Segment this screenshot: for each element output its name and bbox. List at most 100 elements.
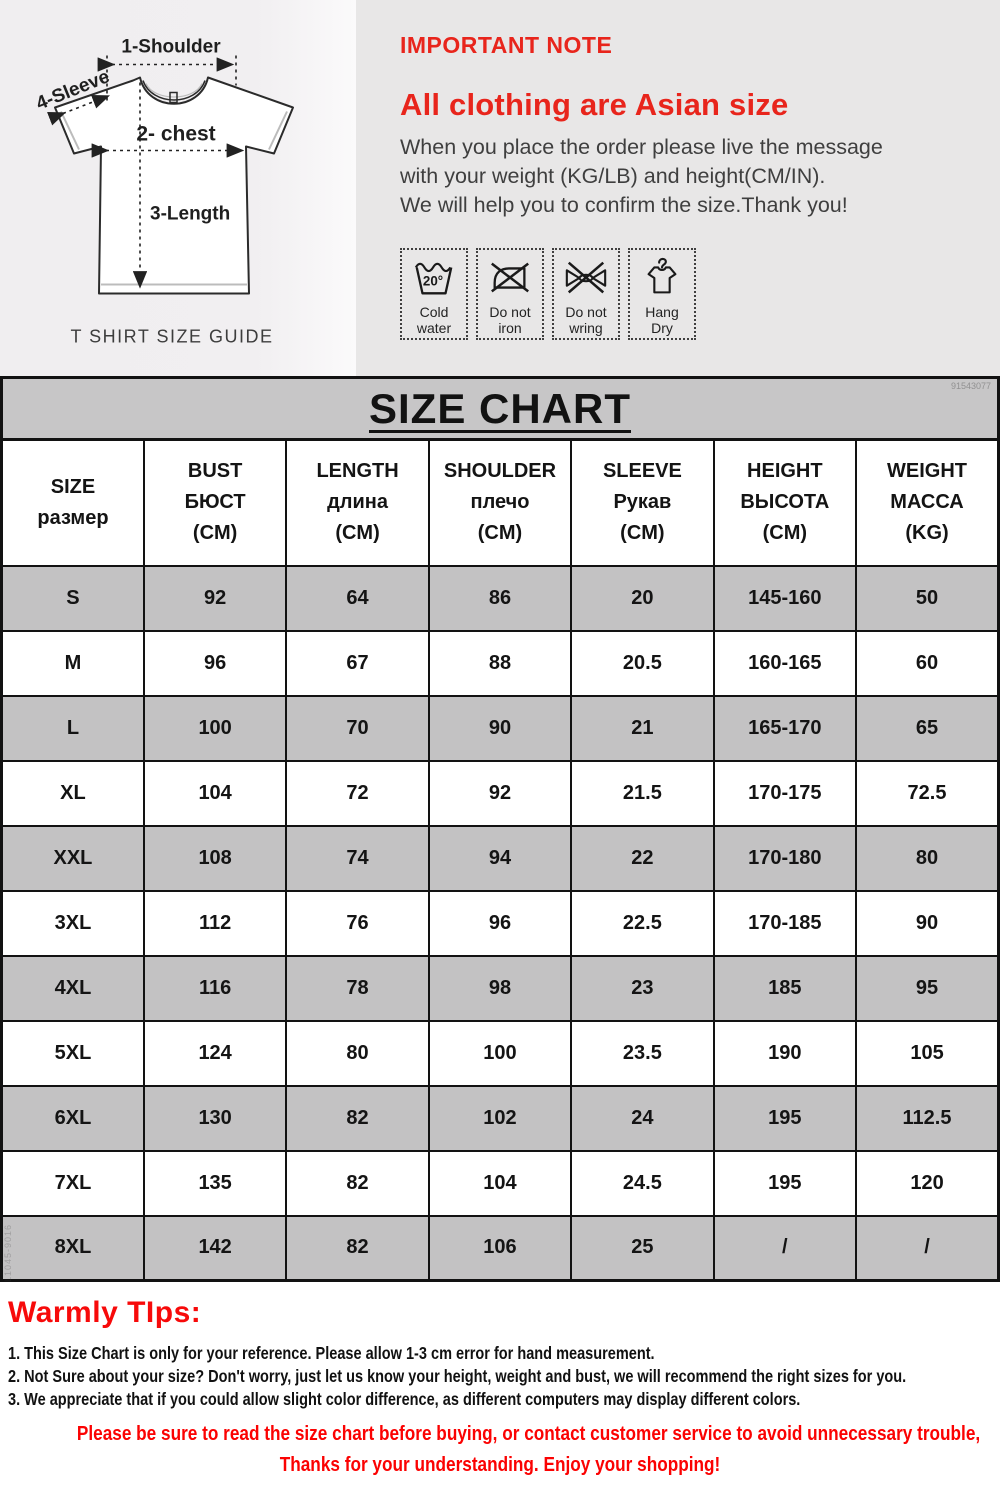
size-value-cell: 96 [142, 629, 288, 697]
chest-label: 2- chest [136, 123, 215, 146]
size-chart-table: SIZE CHART 91543077 SIZE размер BUST БЮСТ (C… [0, 376, 1000, 1282]
size-value-cell: 142 [142, 1214, 288, 1282]
size-value-cell: 104 [142, 759, 288, 827]
size-value-cell: 64 [285, 564, 430, 632]
size-value-cell: 135 [142, 1149, 288, 1217]
size-label: 4XL [0, 954, 145, 1022]
length-label: 3-Length [150, 204, 230, 225]
column-header-sleeve: SLEEVE Рукав (CM) [570, 438, 715, 567]
size-row-M: M 96 67 88 20.5 160-165 60 [0, 629, 1000, 697]
size-chart-title-row: SIZE CHART 91543077 [1, 377, 999, 441]
red-notice: Please be sure to read the size chart be… [8, 1419, 992, 1481]
size-value-cell: 50 [855, 564, 1000, 632]
tip-line: 2. Not Sure about your size? Don't worry… [8, 1366, 907, 1386]
care-label: Do not iron [489, 304, 531, 336]
size-chart-title: SIZE CHART 91543077 [1, 377, 999, 441]
size-value-cell: 102 [427, 1084, 573, 1152]
size-label: M [0, 629, 145, 697]
care-instructions-row: 20° Cold water Do not iron [400, 248, 982, 340]
care-box-do-not-wring: Do not wring [552, 248, 620, 340]
size-value-cell: 82 [285, 1084, 430, 1152]
water-temp-label: 20° [423, 274, 443, 289]
size-value-cell: 72.5 [855, 759, 1000, 827]
size-value-cell: 96 [427, 889, 573, 957]
important-note-panel: IMPORTANT NOTE All clothing are Asian si… [356, 0, 1000, 376]
size-value-cell: 80 [855, 824, 1000, 892]
size-value-cell: 145-160 [712, 564, 858, 632]
size-row-4XL: 4XL 116 78 98 23 185 95 [0, 954, 1000, 1022]
size-value-cell: 70 [285, 694, 430, 762]
size-value-cell: 170-180 [712, 824, 858, 892]
watermark-top: 91543077 [950, 381, 991, 391]
size-value-cell: 82 [285, 1214, 430, 1282]
tips-heading: Warmly TIps: [8, 1296, 202, 1329]
size-value-cell: 92 [142, 564, 288, 632]
tip-list: 1. This Size Chart is only for your refe… [8, 1342, 992, 1411]
top-section: 1-Shoulder 4-Sleeve 2- chest 3-Length T … [0, 0, 1000, 376]
size-value-cell: 20 [570, 564, 715, 632]
size-value-cell: 67 [285, 629, 430, 697]
column-header-length: LENGTH длина (CM) [285, 438, 430, 567]
size-row-L: L 100 70 90 21 165-170 65 [0, 694, 1000, 762]
warmly-tips-section: Warmly TIps: 1. This Size Chart is only … [0, 1282, 1000, 1481]
size-value-cell: 120 [855, 1149, 1000, 1217]
size-row-7XL: 7XL 135 82 104 24.5 195 120 [0, 1149, 1000, 1217]
cold-water-icon: 20° [414, 262, 453, 295]
size-value-cell: 185 [712, 954, 858, 1022]
size-label: 3XL [0, 889, 145, 957]
tip-line: 1. This Size Chart is only for your refe… [8, 1343, 655, 1363]
size-value-cell: 92 [427, 759, 573, 827]
size-value-cell: 170-175 [712, 759, 858, 827]
size-label: L [0, 694, 145, 762]
size-label: 7XL [0, 1149, 145, 1217]
size-value-cell: 72 [285, 759, 430, 827]
size-value-cell: 21 [570, 694, 715, 762]
size-value-cell: 94 [427, 824, 573, 892]
size-row-XXL: XXL 108 74 94 22 170-180 80 [0, 824, 1000, 892]
size-row-3XL: 3XL 112 76 96 22.5 170-185 90 [0, 889, 1000, 957]
right-cuff-seam [268, 111, 288, 150]
size-label: S [0, 564, 145, 632]
red-notice-line: Please be sure to read the size chart be… [76, 1423, 981, 1445]
size-value-cell: 65 [855, 694, 1000, 762]
column-header-height: HEIGHT ВЫСОТА (CM) [712, 438, 858, 567]
collar-inner-line [142, 80, 206, 101]
care-label: Cold water [416, 304, 452, 336]
care-box-do-not-iron: Do not iron [476, 248, 544, 340]
size-value-cell: 165-170 [712, 694, 858, 762]
size-value-cell: 116 [142, 954, 288, 1022]
tshirt-size-guide-panel: 1-Shoulder 4-Sleeve 2- chest 3-Length T … [0, 0, 356, 376]
size-label: XXL [0, 824, 145, 892]
size-value-cell: 190 [712, 1019, 858, 1087]
tshirt-outline [54, 76, 294, 295]
column-header-shoulder: SHOULDER плечо (CM) [427, 438, 573, 567]
size-value-cell: 170-185 [712, 889, 858, 957]
asian-size-headline: All clothing are Asian size [400, 87, 789, 122]
sleeve-arrow [46, 94, 110, 126]
column-header-bust: BUST БЮСТ (CM) [142, 438, 288, 567]
size-value-cell: 104 [427, 1149, 573, 1217]
do-not-wring-icon [565, 261, 607, 294]
size-value-cell: 82 [285, 1149, 430, 1217]
size-guide-caption: T SHIRT SIZE GUIDE [70, 327, 273, 347]
size-value-cell: 76 [285, 889, 430, 957]
size-value-cell: / [712, 1214, 858, 1282]
size-value-cell: 74 [285, 824, 430, 892]
size-row-6XL: 6XL 130 82 102 24 195 112.5 [0, 1084, 1000, 1152]
size-value-cell: 88 [427, 629, 573, 697]
care-box-hang-dry: Hang Dry [628, 248, 696, 340]
size-value-cell: 108 [142, 824, 288, 892]
size-value-cell: 195 [712, 1084, 858, 1152]
size-value-cell: 86 [427, 564, 573, 632]
size-value-cell: 22 [570, 824, 715, 892]
size-value-cell: 100 [427, 1019, 573, 1087]
column-header-weight: WEIGHT МАССА (KG) [855, 438, 1000, 567]
care-label: Do not wring [565, 304, 607, 336]
collar-band-line [145, 83, 203, 98]
size-value-cell: 112.5 [855, 1084, 1000, 1152]
care-label: Hang Dry [645, 304, 679, 336]
size-value-cell: 23.5 [570, 1019, 715, 1087]
size-value-cell: 78 [285, 954, 430, 1022]
collar-notch [169, 91, 178, 104]
size-value-cell: 95 [855, 954, 1000, 1022]
